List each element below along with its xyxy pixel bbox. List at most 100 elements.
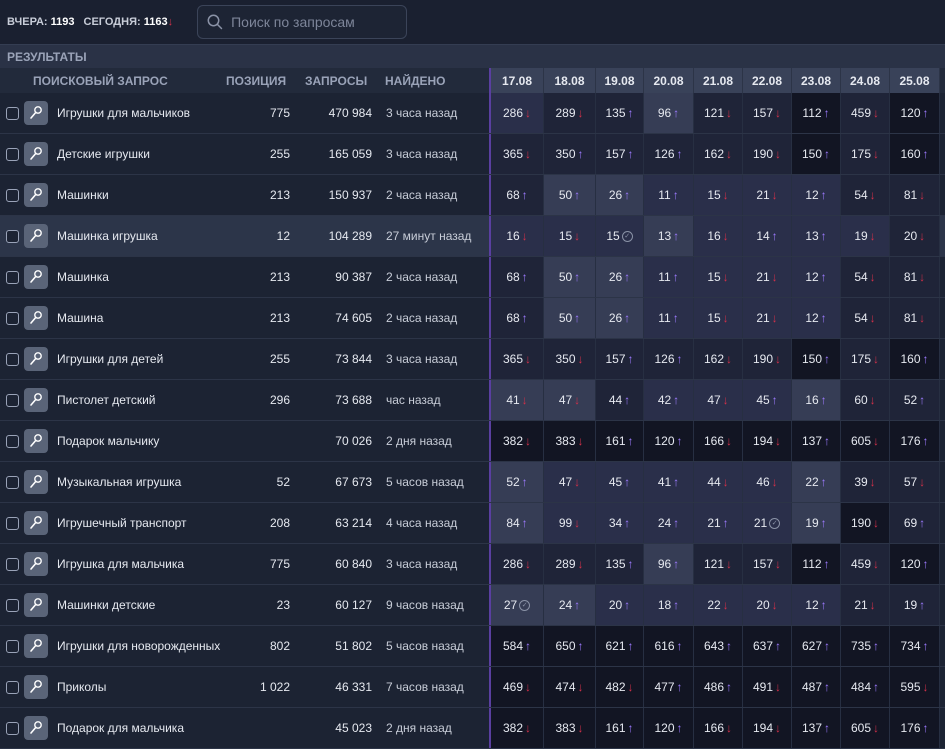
row-checkbox[interactable] [6,475,19,489]
table-row[interactable]: Музыкальная игрушка 52 67 673 5 часов назад… [0,462,945,503]
table-row[interactable]: Подарок для мальчика 45 023 2 дня назад 382… [0,708,945,749]
date-cell-value: 57 [903,475,918,489]
date-cell: 190 ↓ [841,503,890,543]
date-cell: 21 ↓ [841,585,890,625]
column-header-date[interactable]: 17.08 [491,68,544,93]
row-checkbox[interactable] [6,721,19,735]
row-checkbox[interactable] [6,270,19,284]
keyword-icon[interactable] [24,634,48,658]
column-header-found[interactable]: НАЙДЕНО [385,73,446,88]
keyword-icon[interactable] [24,675,48,699]
query-text[interactable]: Игрушечный транспорт [57,516,187,530]
keyword-icon[interactable] [24,552,48,576]
query-text[interactable]: Игрушки для мальчиков [57,106,191,120]
keyword-icon[interactable] [24,470,48,494]
row-checkbox[interactable] [6,639,19,653]
position-value: 208 [269,516,290,530]
row-checkbox[interactable] [6,229,19,243]
keyword-icon[interactable] [24,593,48,617]
arrow-down-icon: ↓ [525,352,532,366]
table-row[interactable]: Машинки детские 23 60 127 9 часов назад 27 ✓ 2… [0,585,945,626]
column-header-position[interactable]: ПОЗИЦИЯ [226,73,287,88]
query-text[interactable]: Игрушки для новорожденных [57,639,221,653]
query-text[interactable]: Подарок мальчику [57,434,160,448]
table-row[interactable]: Игрушечный транспорт 208 63 214 4 часа наза… [0,503,945,544]
date-cell-value: 121 [703,106,725,120]
query-text[interactable]: Машинка [57,270,109,284]
row-checkbox[interactable] [6,516,19,530]
row-checkbox-cell [0,229,24,243]
query-text[interactable]: Машинки [57,188,109,202]
keyword-icon-cell [24,511,57,535]
table-row[interactable]: Игрушка для мальчика 775 60 840 3 часа наза… [0,544,945,585]
requests-value: 165 059 [328,147,372,161]
table-row[interactable]: Машинки 213 150 937 2 часа назад 68 ↑ 50 ↑ 26 ↑ 11… [0,175,945,216]
row-checkbox[interactable] [6,188,19,202]
row-checkbox[interactable] [6,311,19,325]
column-header-date[interactable]: 19.08 [596,68,644,93]
query-text[interactable]: Игрушка для мальчика [57,557,185,571]
column-header-requests[interactable]: ЗАПРОСЫ [305,73,368,88]
arrow-down-icon: ↓ [525,106,532,120]
column-header-date[interactable]: 18.08 [544,68,596,93]
keyword-icon[interactable] [24,511,48,535]
row-checkbox[interactable] [6,557,19,571]
column-header-date[interactable]: 24.08 [841,68,890,93]
table-row[interactable]: Машина 213 74 605 2 часа назад 68 ↑ 50 ↑ 26 ↑ 11 ↑ 1… [0,298,945,339]
query-text[interactable]: Машинка игрушка [57,229,158,243]
date-cell: 47 ↓ [544,380,596,420]
column-header-date[interactable]: 23.08 [792,68,841,93]
column-header-query[interactable]: ПОИСКОВЫЙ ЗАПРОС [33,73,168,88]
row-checkbox[interactable] [6,147,19,161]
table-row[interactable]: Приколы 1 022 46 331 7 часов назад 469 ↓ 474 ↓ 4… [0,667,945,708]
keyword-icon[interactable] [24,142,48,166]
column-header-date[interactable]: 20.08 [644,68,694,93]
keyword-icon[interactable] [24,306,48,330]
search-box[interactable] [197,5,408,39]
query-text[interactable]: Подарок для мальчика [57,721,184,735]
query-text[interactable]: Пистолет детский [57,393,156,407]
arrow-down-icon: ↓ [873,352,880,366]
query-text[interactable]: Машина [57,311,104,325]
arrow-down-icon: ↓ [873,721,880,735]
keyword-icon[interactable] [24,716,48,740]
query-text[interactable]: Машинки детские [57,598,156,612]
position-value: 802 [269,639,290,653]
arrow-up-icon: ↑ [673,516,680,530]
check-circle-icon: ✓ [769,517,781,529]
date-cell: 190 ↓ [743,339,792,379]
search-input[interactable] [231,14,402,30]
row-checkbox[interactable] [6,598,19,612]
keyword-icon[interactable] [24,429,48,453]
keyword-icon[interactable] [24,101,48,125]
table-row[interactable]: Игрушки для новорожденных 802 51 802 5 часо… [0,626,945,667]
row-checkbox[interactable] [6,106,19,120]
arrow-up-icon: ↑ [627,557,634,571]
query-text[interactable]: Приколы [57,680,107,694]
column-header-date[interactable]: 21.08 [694,68,743,93]
arrow-down-icon: ↓ [873,147,880,161]
row-checkbox[interactable] [6,434,19,448]
row-checkbox[interactable] [6,393,19,407]
table-row[interactable]: Пистолет детский 296 73 688 час назад 41 ↓ 47 ↓… [0,380,945,421]
arrow-down-icon: ↓ [722,311,729,325]
table-row[interactable]: Машинка 213 90 387 2 часа назад 68 ↑ 50 ↑ 26 ↑ 11 ↑… [0,257,945,298]
column-header-date[interactable]: 22.08 [743,68,792,93]
table-row[interactable]: Игрушки для мальчиков 775 470 984 3 часа на… [0,93,945,134]
keyword-icon[interactable] [24,388,48,412]
column-header-date[interactable]: 25.08 [890,68,940,93]
table-row[interactable]: Детские игрушки 255 165 059 3 часа назад 365… [0,134,945,175]
keyword-icon[interactable] [24,347,48,371]
query-text[interactable]: Детские игрушки [57,147,150,161]
keyword-icon[interactable] [24,265,48,289]
table-row[interactable]: Машинка игрушка 12 104 289 27 минут назад 16… [0,216,945,257]
query-text[interactable]: Игрушки для детей [57,352,164,366]
keyword-icon[interactable] [24,224,48,248]
keyword-icon[interactable] [24,183,48,207]
row-checkbox[interactable] [6,352,19,366]
table-row[interactable]: Игрушки для детей 255 73 844 3 часа назад 36… [0,339,945,380]
row-checkbox[interactable] [6,680,19,694]
query-text[interactable]: Музыкальная игрушка [57,475,182,489]
table-row[interactable]: Подарок мальчику 70 026 2 дня назад 382 ↓ 383… [0,421,945,462]
date-cell-value: 176 [900,434,921,448]
